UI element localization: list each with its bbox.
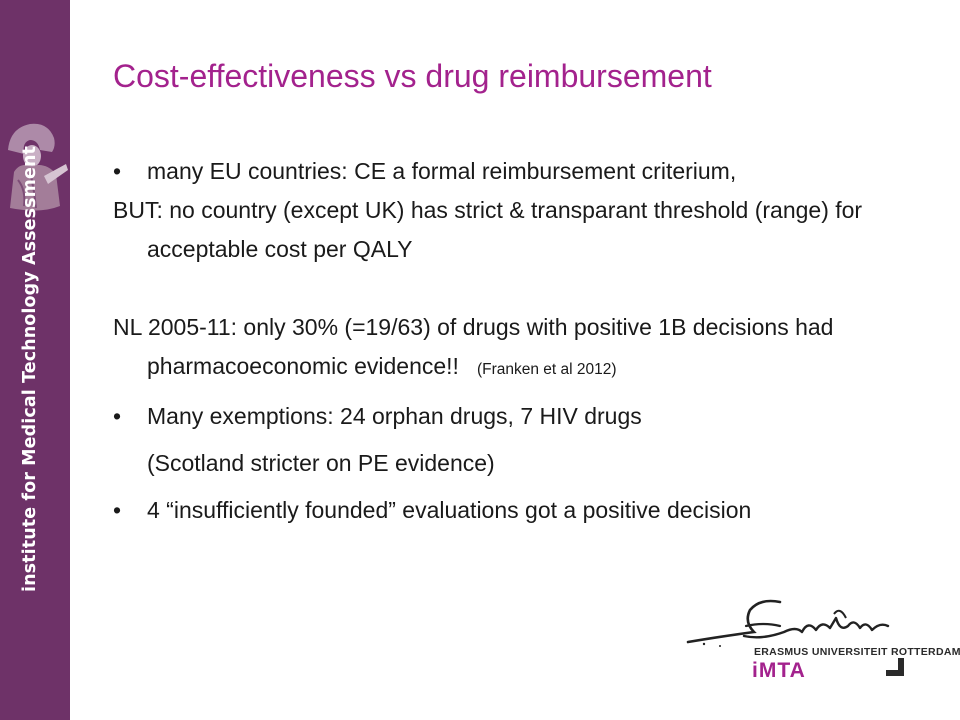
sidebar: institute for Medical Technology Assessm… [0, 0, 70, 720]
slide-body: • many EU countries: CE a formal reimburs… [113, 152, 933, 530]
bullet: • [113, 403, 122, 429]
list-item: • 4 “insufficiently founded” evaluations … [113, 491, 933, 530]
paragraph: BUT: no country (except UK) has strict &… [113, 191, 933, 269]
list-item: • many EU countries: CE a formal reimburs… [113, 152, 933, 191]
university-name: ERASMUS UNIVERSITEIT ROTTERDAM [754, 646, 960, 658]
erasmus-signature-icon [686, 599, 890, 647]
paragraph-text: Many exemptions: 24 orphan drugs, 7 HIV … [147, 403, 642, 429]
paragraph-text: (Scotland stricter on PE evidence) [147, 450, 495, 476]
scholar-crest-icon [8, 123, 68, 211]
paragraph-text: 4 “insufficiently founded” evaluations g… [147, 497, 752, 523]
paragraph-text: NL 2005-11: only 30% (=19/63) of drugs w… [113, 314, 834, 379]
paragraph-text: BUT: no country (except UK) has strict &… [113, 197, 863, 262]
bullet: • [113, 158, 122, 184]
spacer [113, 269, 933, 308]
slide-title: Cost-effectiveness vs drug reimbursement [113, 58, 712, 94]
sidebar-vertical-text: institute for Medical Technology Assessm… [20, 146, 40, 592]
citation: (Franken et al 2012) [476, 361, 617, 378]
corner-mark-icon [886, 658, 904, 676]
list-item: • Many exemptions: 24 orphan drugs, 7 HIV… [113, 397, 933, 436]
imta-brand: iMTA [752, 659, 806, 682]
erasmus-imta-logo: ERASMUS UNIVERSITEIT ROTTERDAM iMTA [684, 596, 960, 686]
paragraph-text: many EU countries: CE a formal reimburse… [147, 158, 737, 184]
paragraph: (Scotland stricter on PE evidence) [113, 444, 933, 483]
paragraph: NL 2005-11: only 30% (=19/63) of drugs w… [113, 308, 933, 389]
bullet: • [113, 497, 122, 523]
